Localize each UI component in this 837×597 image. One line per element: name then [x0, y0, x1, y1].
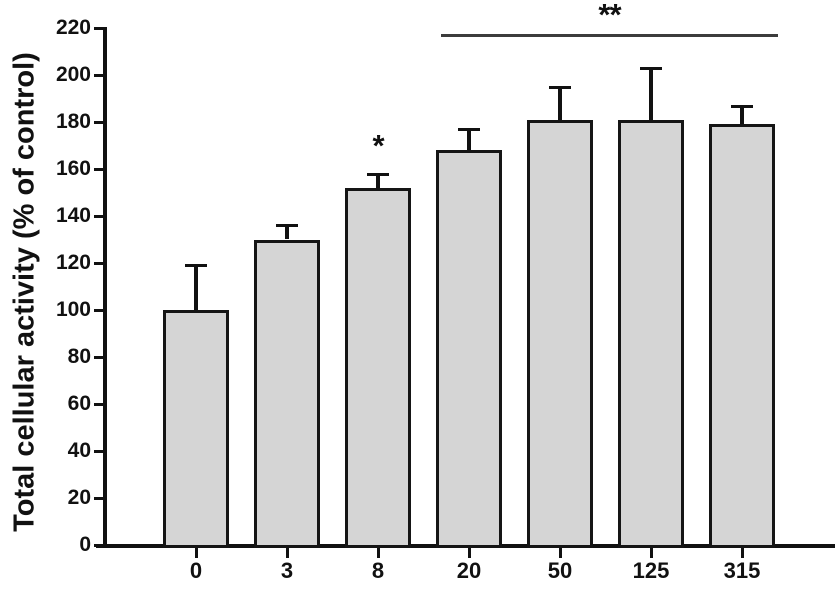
y-tick-mark: [94, 26, 104, 30]
bar: [345, 187, 411, 548]
error-bar-stem: [649, 67, 653, 120]
significance-double-star: **: [598, 0, 621, 32]
y-tick-mark: [94, 355, 104, 359]
error-bar-cap: [731, 104, 753, 108]
y-tick-label: 100: [55, 298, 91, 321]
y-tick-mark: [94, 120, 104, 124]
error-bar-cap: [549, 85, 571, 89]
bar: [254, 239, 320, 548]
bar: [527, 119, 593, 548]
y-tick-label: 40: [67, 439, 91, 462]
x-tick-label: 0: [189, 558, 203, 583]
y-axis-line: [103, 27, 107, 548]
error-bar-stem: [376, 173, 380, 188]
error-bar-cap: [640, 66, 662, 70]
y-tick-mark: [94, 402, 104, 406]
bar: [618, 119, 684, 548]
x-tick-mark: [558, 548, 562, 558]
y-tick-label: 20: [67, 486, 91, 509]
y-tick-label: 140: [55, 204, 91, 227]
y-tick-label: 180: [55, 110, 91, 133]
x-tick-mark: [467, 548, 471, 558]
y-tick-mark: [94, 73, 104, 77]
x-tick-label: 125: [632, 558, 670, 583]
y-tick-mark: [94, 261, 104, 265]
error-bar-cap: [458, 128, 480, 132]
y-tick-label: 60: [67, 392, 91, 415]
error-bar-stem: [467, 129, 471, 151]
x-tick-label: 20: [456, 558, 482, 583]
x-tick-label: 8: [371, 558, 385, 583]
y-tick-label: 220: [55, 16, 91, 39]
y-tick-label: 120: [55, 251, 91, 274]
y-tick-mark: [94, 496, 104, 500]
significance-star: *: [372, 127, 384, 163]
significance-bracket-line: [441, 34, 778, 37]
y-tick-mark: [94, 214, 104, 218]
y-tick-mark: [94, 167, 104, 171]
error-bar-stem: [558, 86, 562, 120]
y-tick-label: 160: [55, 157, 91, 180]
bar: [163, 310, 229, 548]
error-bar-stem: [740, 105, 744, 125]
bar: [709, 124, 775, 548]
x-tick-mark: [740, 548, 744, 558]
x-tick-mark: [649, 548, 653, 558]
y-tick-label: 80: [67, 345, 91, 368]
x-tick-label: 315: [723, 558, 761, 583]
x-tick-mark: [285, 548, 289, 558]
y-tick-label: 200: [55, 63, 91, 86]
error-bar-cap: [185, 264, 207, 268]
x-tick-label: 50: [547, 558, 573, 583]
y-tick-mark: [94, 308, 104, 312]
error-bar-cap: [367, 172, 389, 176]
y-tick-mark: [94, 543, 104, 547]
x-tick-mark: [376, 548, 380, 558]
error-bar-stem: [285, 225, 289, 240]
y-tick-label: 0: [79, 533, 91, 556]
y-tick-mark: [94, 449, 104, 453]
error-bar-stem: [194, 265, 198, 310]
x-tick-mark: [194, 548, 198, 558]
error-bar-cap: [276, 224, 298, 228]
x-tick-label: 3: [280, 558, 294, 583]
bar: [436, 150, 502, 548]
